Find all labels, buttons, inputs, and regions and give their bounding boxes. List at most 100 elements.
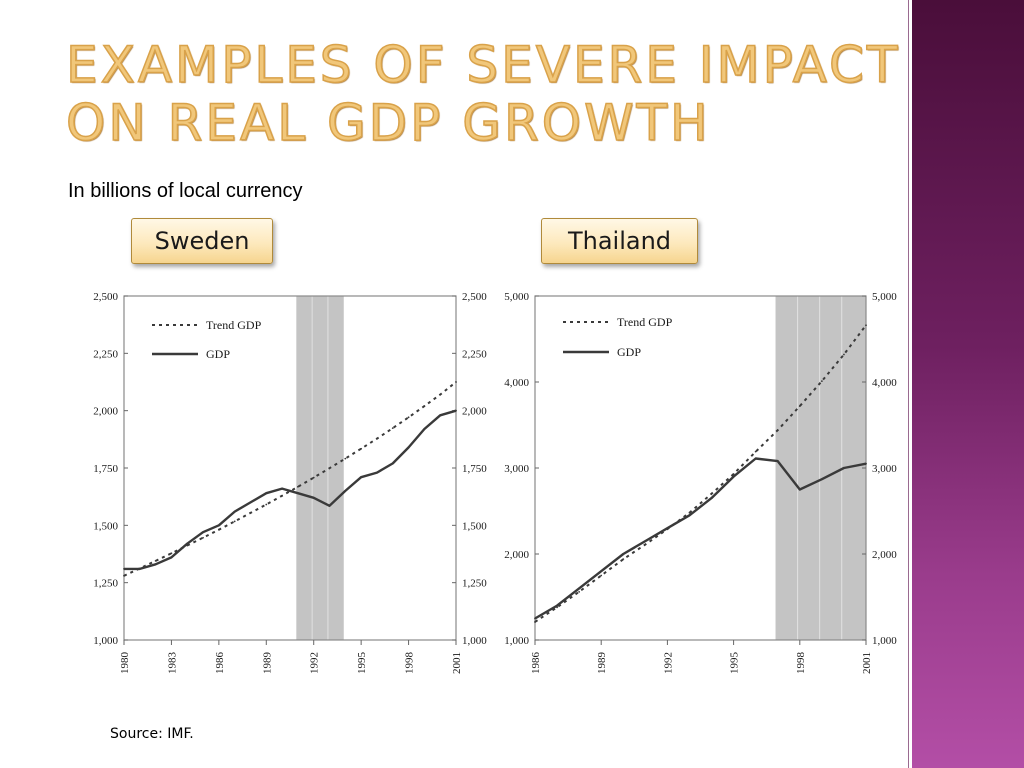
- sweden-ytick-label-left-1: 1,250: [93, 578, 118, 590]
- thailand-series-1-point-6: [666, 527, 669, 530]
- sweden-series-0-point-19: [423, 405, 426, 407]
- sweden-ytick-label-left-3: 1,750: [93, 463, 118, 475]
- sweden-series-1-point-10: [281, 487, 283, 490]
- thailand-xtick-label-0: 1986: [530, 652, 542, 675]
- sweden-series-0-point-2: [154, 559, 157, 562]
- sweden-legend-label-1: GDP: [206, 347, 230, 361]
- thailand-series-0-point-14: [843, 353, 845, 356]
- sweden-series-1-point-21: [455, 409, 457, 412]
- sweden-xtick-label-3: 1989: [261, 652, 273, 675]
- sweden-series-1-point-13: [328, 504, 331, 507]
- thailand-series-1-point-3: [600, 570, 603, 573]
- sweden-ytick-label-left-5: 2,250: [93, 348, 118, 360]
- sweden-series-0-point-6: [217, 528, 220, 531]
- sweden-chart: 1,000 1,000 1,250 1,250 1,500 1,500 1,750 1,750…: [93, 291, 487, 675]
- sweden-series-1-point-8: [249, 501, 252, 504]
- thailand-series-1-point-4: [622, 553, 625, 555]
- thailand-ytick-label-right-1: 2,000: [872, 549, 897, 561]
- sweden-series-1-point-14: [344, 490, 347, 492]
- thailand-series-0-point-15: [865, 324, 867, 327]
- thailand-series-0-point-12: [798, 405, 801, 407]
- sweden-ytick-label-right-0: 1,000: [462, 635, 487, 647]
- sweden-series-0-point-8: [249, 512, 252, 514]
- sweden-ytick-label-left-4: 2,000: [93, 406, 118, 418]
- thailand-xtick-label-4: 1998: [795, 652, 807, 675]
- thailand-series-1-point-9: [732, 475, 735, 478]
- source-note: Source: IMF.: [110, 726, 194, 742]
- sweden-xtick-label-2: 1986: [214, 652, 226, 675]
- thailand-series-0-point-8: [710, 492, 713, 495]
- thailand-series-0-point-3: [600, 574, 603, 577]
- sweden-series-1-point-17: [391, 462, 394, 465]
- sweden-ytick-label-left-6: 2,500: [93, 291, 118, 303]
- thailand-ytick-label-left-1: 2,000: [504, 549, 529, 561]
- thailand-xtick-label-1: 1989: [596, 652, 608, 675]
- thailand-series-1-point-12: [798, 488, 801, 491]
- sweden-xtick-label-4: 1992: [309, 652, 321, 674]
- thailand-series-1-point-2: [578, 587, 581, 590]
- thailand-xtick-label-5: 2001: [861, 652, 873, 674]
- thailand-ytick-label-right-0: 1,000: [872, 635, 897, 647]
- sweden-xtick-label-7: 2001: [451, 652, 463, 674]
- slide-title-line-2: on real GDP Growth: [65, 93, 711, 153]
- thailand-series-1-point-7: [688, 514, 691, 517]
- sweden-series-gdp-line: [124, 409, 457, 571]
- thailand-legend-label-1: GDP: [617, 345, 641, 359]
- sweden-ytick-label-right-5: 2,250: [462, 348, 487, 360]
- thailand-series-1-point-14: [843, 467, 845, 469]
- slide-title-line-1: Examples of Severe Impact: [65, 35, 901, 95]
- thailand-legend-label-0: Trend GDP: [617, 315, 673, 329]
- thailand-ytick-label-left-2: 3,000: [504, 463, 529, 475]
- sweden-series-1-point-3: [170, 556, 173, 559]
- slide-subtitle: In billions of local currency: [68, 180, 303, 202]
- sweden-series-1-point-7: [233, 510, 236, 513]
- sweden-series-1-point-15: [360, 476, 363, 479]
- sweden-crisis-band: [296, 296, 344, 640]
- sweden-series-0-point-5: [202, 536, 204, 539]
- sweden-series-0-point-9: [265, 503, 268, 506]
- sweden-xtick-label-6: 1998: [404, 652, 416, 675]
- sweden-series-1-point-18: [407, 446, 410, 449]
- thailand-xtick-label-3: 1995: [729, 652, 741, 675]
- sweden-legend-label-0: Trend GDP: [206, 318, 262, 332]
- thailand-ytick-label-left-0: 1,000: [504, 635, 529, 647]
- thailand-series-1-point-0: [534, 617, 536, 620]
- thailand-ytick-label-right-2: 3,000: [872, 463, 897, 475]
- sweden-series-0-point-15: [360, 447, 363, 450]
- sweden-series-1-point-2: [154, 563, 157, 566]
- sweden-series-0-point-0: [123, 574, 125, 577]
- sweden-series-1-point-0: [123, 568, 125, 570]
- sweden-series-0-point-12: [312, 476, 315, 479]
- sweden-series-0-point-20: [439, 393, 442, 396]
- thailand-series-0-point-9: [732, 473, 735, 475]
- sweden-ytick-label-left-0: 1,000: [93, 635, 118, 647]
- thailand-series-0-point-13: [820, 380, 823, 383]
- sweden-series-1-point-19: [423, 428, 426, 430]
- sweden-series-0-point-14: [344, 457, 347, 460]
- sweden-series-1-point-11: [297, 492, 299, 495]
- sweden-series-0-point-3: [170, 552, 173, 555]
- thailand-series-0-point-11: [776, 429, 779, 432]
- thailand-ytick-label-right-4: 5,000: [872, 291, 897, 303]
- sweden-series-0-point-21: [455, 381, 457, 383]
- sweden-series-1-point-20: [439, 414, 442, 417]
- sweden-series-0-point-11: [297, 485, 299, 488]
- thailand-series-0-point-10: [754, 450, 757, 453]
- sweden-series-1-point-4: [186, 542, 189, 545]
- sweden-xtick-label-0: 1980: [119, 652, 131, 675]
- thailand-series-0-point-5: [644, 543, 647, 546]
- thailand-series-0-point-4: [622, 558, 625, 561]
- sidebar-divider: [908, 0, 909, 768]
- thailand-series-1-point-5: [644, 540, 647, 542]
- sweden-label-box: Sweden: [131, 218, 273, 264]
- thailand-series-1-point-11: [776, 460, 779, 463]
- sweden-series-1-point-6: [217, 524, 220, 527]
- thailand-xtick-label-2: 1992: [662, 652, 674, 674]
- sweden-series-0-point-18: [407, 416, 410, 419]
- thailand-series-0-point-0: [534, 621, 536, 623]
- thailand-series-1-point-13: [820, 478, 823, 481]
- thailand-series-gdp-line: [534, 457, 867, 620]
- thailand-chart: 1,000 1,000 2,000 2,000 3,000 3,000 4,000 4,000…: [504, 291, 897, 675]
- sweden-series-0-point-13: [328, 467, 331, 470]
- sweden-series-1-point-1: [138, 568, 141, 570]
